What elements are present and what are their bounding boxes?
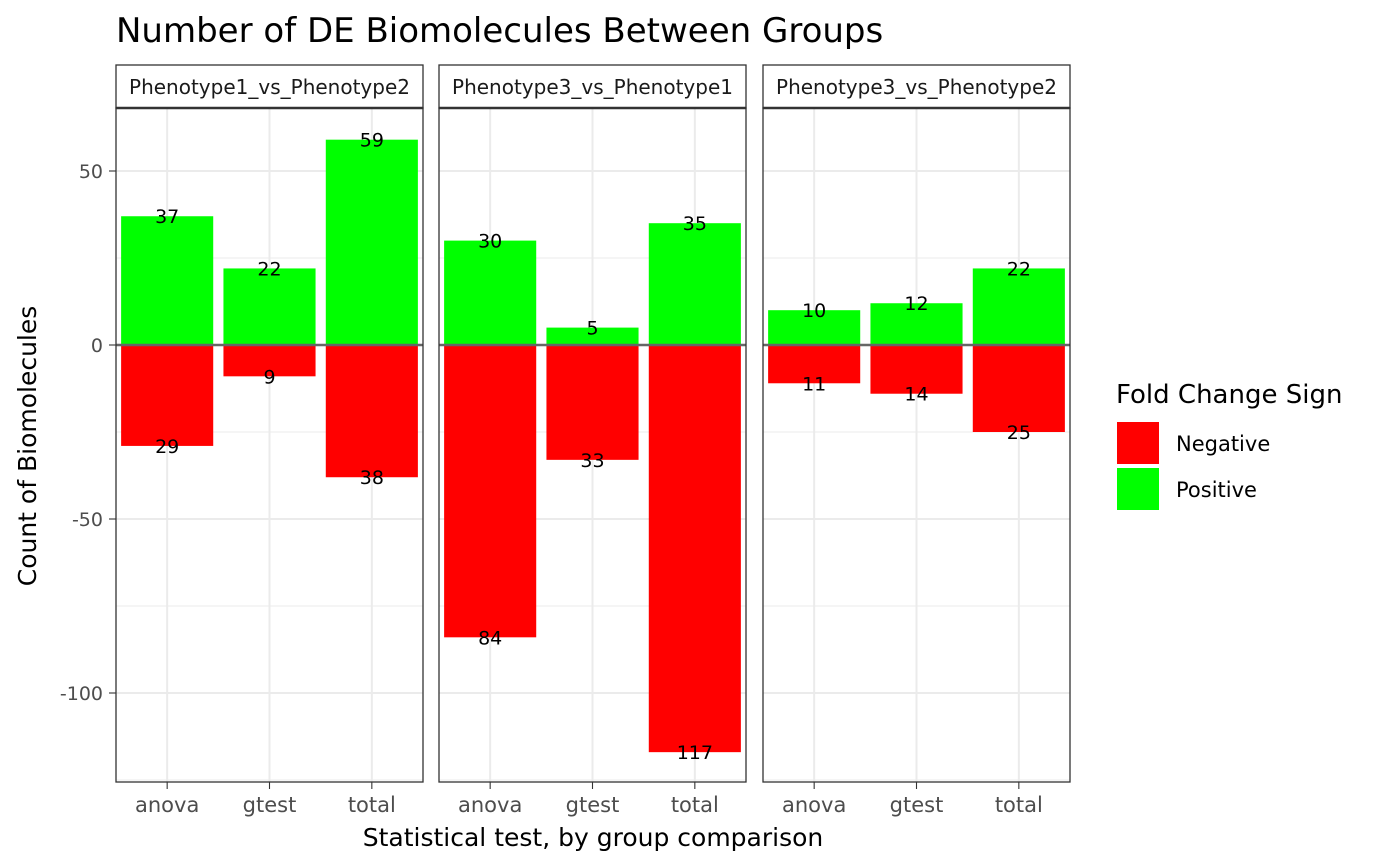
data-label-negative: 14 [904, 384, 928, 406]
data-label-negative: 9 [263, 366, 275, 388]
legend-title: Fold Change Sign [1116, 380, 1342, 410]
x-tick-label: gtest [243, 793, 297, 817]
y-tick-label: 0 [91, 335, 103, 357]
bar-negative [444, 345, 537, 638]
data-label-positive: 22 [1007, 258, 1031, 280]
y-tick-label: -50 [72, 509, 103, 531]
x-tick-label: anova [135, 793, 199, 817]
y-axis-title: Count of Biomolecules [13, 306, 42, 587]
bar-negative [768, 345, 861, 384]
legend-label-positive: Positive [1176, 478, 1257, 502]
legend-key-negative [1117, 422, 1159, 464]
data-label-negative: 84 [478, 627, 502, 649]
bar-negative [223, 345, 316, 377]
facet-strip-label: Phenotype3_vs_Phenotype2 [776, 75, 1057, 99]
bar-negative [648, 345, 741, 753]
data-label-positive: 30 [478, 231, 502, 253]
bar-negative [546, 345, 639, 460]
data-label-positive: 37 [155, 206, 179, 228]
facet-panel-1: 37 29 22 9 59 38 Phenotype1_vs_Phenotype2anova… [115, 64, 424, 817]
bar-positive [444, 240, 537, 345]
data-label-positive: 35 [683, 213, 707, 235]
data-label-positive: 22 [257, 258, 281, 280]
bar-negative [325, 345, 418, 478]
bar-positive [972, 268, 1065, 345]
y-tick-label: 50 [79, 161, 103, 183]
legend-key-positive [1117, 468, 1159, 510]
bar-negative [121, 345, 214, 446]
x-axis-title: Statistical test, by group comparison [363, 823, 824, 852]
data-label-negative: 117 [677, 742, 713, 764]
data-label-negative: 33 [580, 450, 604, 472]
bar-positive [768, 310, 861, 345]
data-label-negative: 11 [802, 373, 826, 395]
bar-positive [325, 139, 418, 345]
facet-panel-2: 30 84 5 33 35 117 Phenotype3_vs_Phenotype1anov… [438, 64, 747, 817]
facet-strip [438, 64, 747, 109]
data-label-positive: 59 [360, 130, 384, 152]
data-label-positive: 12 [904, 293, 928, 315]
facet-panel-3: 10 11 12 14 22 25 Phenotype3_vs_Phenotype2anov… [762, 64, 1071, 817]
facet-strip-label: Phenotype1_vs_Phenotype2 [129, 75, 410, 99]
bar-positive [648, 223, 741, 345]
bar-negative [972, 345, 1065, 432]
bar-positive [870, 303, 963, 345]
bar-positive [121, 216, 214, 345]
bar-positive [223, 268, 316, 345]
data-label-positive: 10 [802, 300, 826, 322]
facet-strip [762, 64, 1071, 109]
legend-label-negative: Negative [1176, 432, 1270, 456]
y-tick-label: -100 [60, 683, 103, 705]
x-tick-label: gtest [890, 793, 944, 817]
chart-title: Number of DE Biomolecules Between Groups [116, 11, 883, 51]
x-tick-label: total [995, 793, 1043, 817]
data-label-negative: 25 [1007, 422, 1031, 444]
x-tick-label: anova [782, 793, 846, 817]
bar-positive [546, 327, 639, 345]
facet-strip-label: Phenotype3_vs_Phenotype1 [452, 75, 733, 99]
bar-negative [870, 345, 963, 394]
data-label-negative: 38 [360, 467, 384, 489]
data-label-negative: 29 [155, 436, 179, 458]
x-tick-label: gtest [566, 793, 620, 817]
x-tick-label: total [671, 793, 719, 817]
x-tick-label: total [348, 793, 396, 817]
data-label-positive: 5 [586, 318, 598, 340]
x-tick-label: anova [458, 793, 522, 817]
legend: Fold Change Sign Negative Positive [1116, 380, 1342, 510]
facet-panels: 50 0 -50 -100 37 29 22 9 59 38 Phenotype1_vs_Pheno… [60, 64, 1071, 817]
